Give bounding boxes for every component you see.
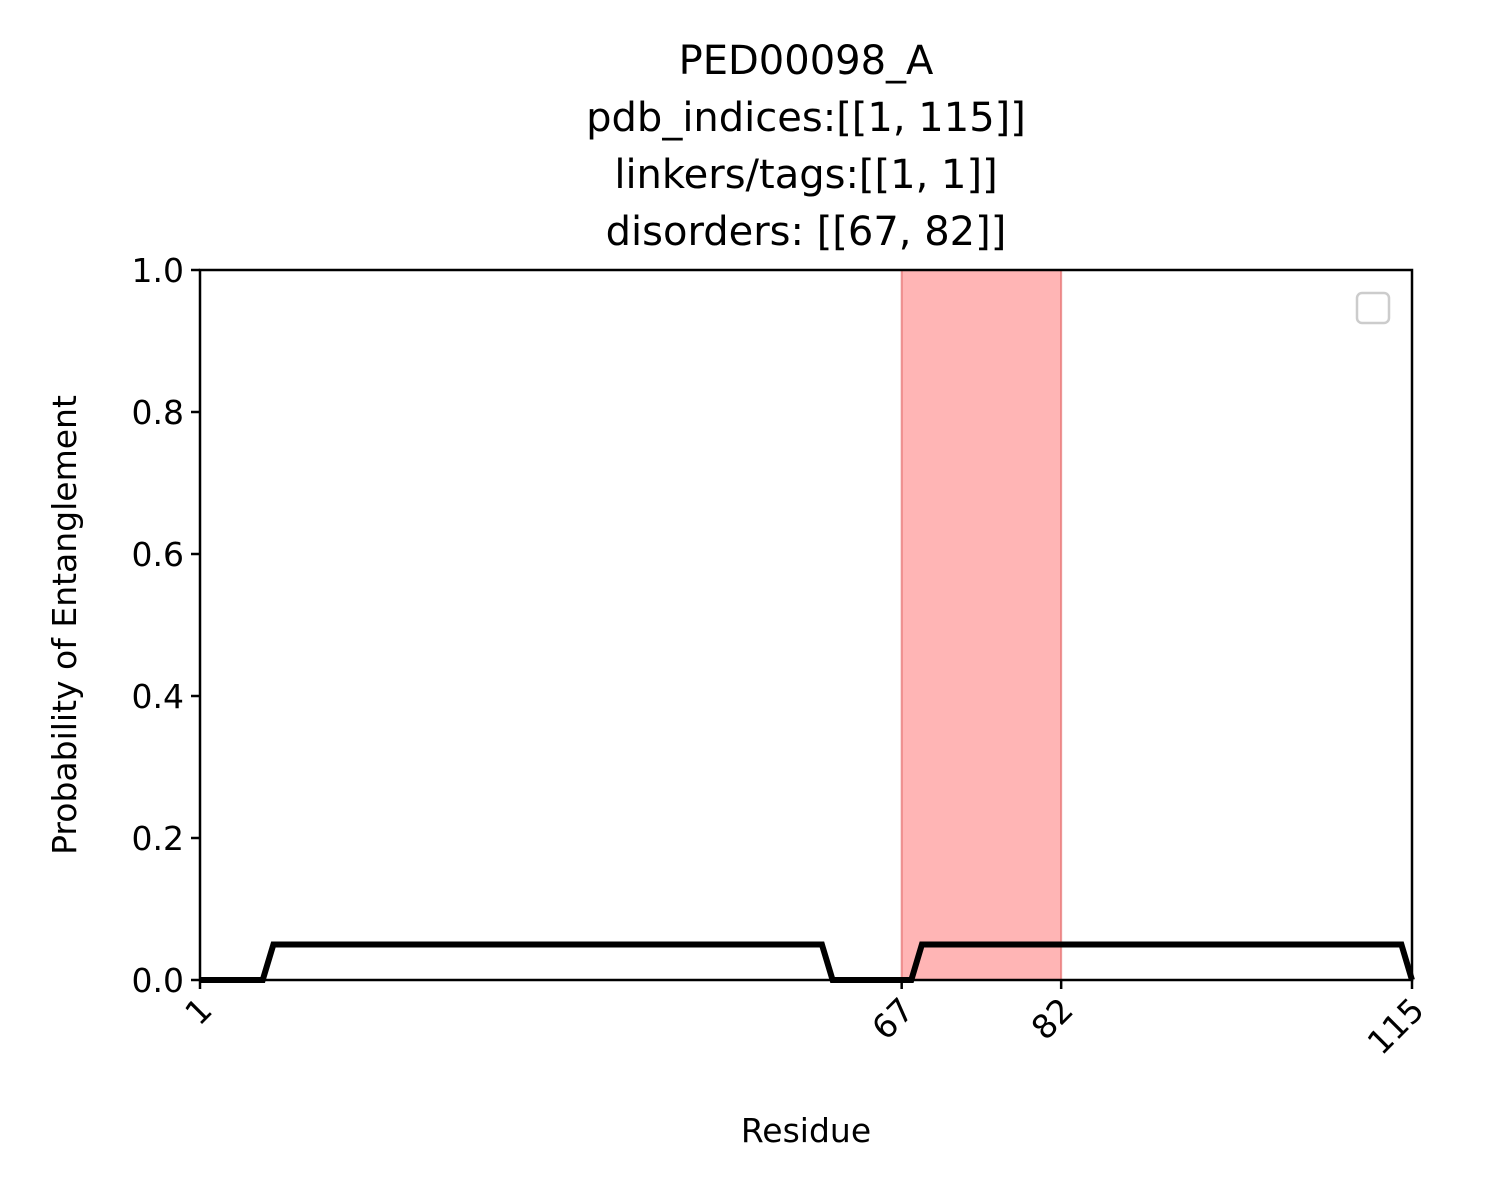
title-line-3: linkers/tags:[[1, 1]] <box>614 152 997 198</box>
disorder-region-0 <box>900 269 1063 981</box>
y-tick-label-1: 0.2 <box>132 819 184 858</box>
x-tick-label-1: 67 <box>864 990 921 1047</box>
y-axis: 0.0 0.2 0.4 0.6 0.8 1.0 <box>132 251 200 1000</box>
title-line-1: PED00098_A <box>679 38 934 84</box>
x-tick-label-3: 115 <box>1360 990 1432 1062</box>
x-tick-label-2: 82 <box>1024 990 1081 1047</box>
legend-box <box>1355 291 1391 325</box>
series-line-0 <box>200 941 1415 983</box>
title-line-2: pdb_indices:[[1, 115]] <box>586 95 1026 141</box>
series-layer <box>200 941 1415 983</box>
x-axis-label: Residue <box>741 1111 871 1150</box>
chart-title: PED00098_A pdb_indices:[[1, 115]] linker… <box>586 38 1026 255</box>
shaded-regions <box>900 269 1063 981</box>
y-tick-label-0: 0.0 <box>132 961 184 1000</box>
plot-frame <box>198 268 1414 982</box>
y-tick-label-4: 0.8 <box>132 393 184 432</box>
y-tick-label-2: 0.4 <box>132 677 184 716</box>
x-axis: 1 67 82 115 <box>177 980 1432 1062</box>
y-tick-label-3: 0.6 <box>132 535 184 574</box>
y-axis-label: Probability of Entanglement <box>45 395 84 855</box>
title-line-4: disorders: [[67, 82]] <box>606 209 1007 255</box>
y-tick-label-5: 1.0 <box>132 251 184 290</box>
